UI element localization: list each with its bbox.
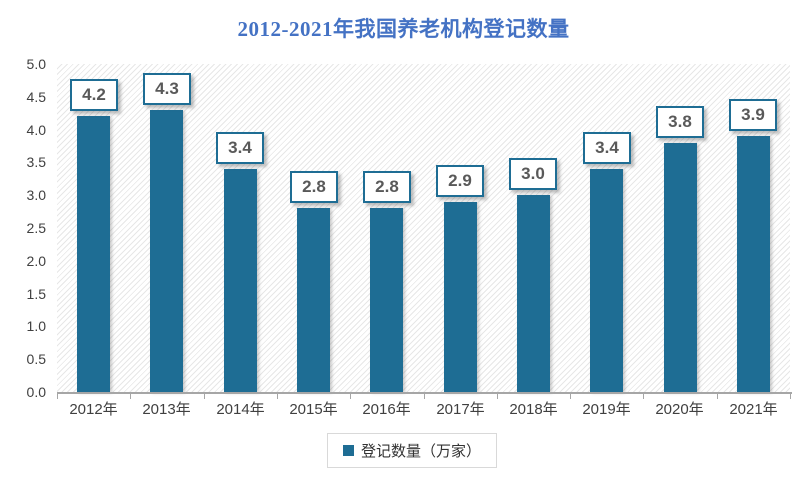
x-axis-label: 2021年 bbox=[729, 401, 778, 418]
legend: 登记数量（万家） bbox=[327, 433, 498, 468]
axis-tick-mark bbox=[717, 394, 718, 399]
data-label: 4.3 bbox=[143, 73, 191, 105]
y-axis-label: 2.0 bbox=[26, 252, 46, 269]
bar bbox=[297, 208, 330, 392]
axis-tick-mark bbox=[643, 394, 644, 399]
bar bbox=[224, 169, 257, 392]
data-label: 3.4 bbox=[216, 132, 264, 164]
legend-marker-icon bbox=[343, 445, 354, 456]
x-axis-line bbox=[57, 392, 792, 394]
y-axis-label: 3.0 bbox=[26, 187, 46, 204]
data-label: 3.8 bbox=[656, 106, 704, 138]
y-axis-label: 3.5 bbox=[26, 154, 46, 171]
axis-tick-mark bbox=[424, 394, 425, 399]
legend-label: 登记数量（万家） bbox=[361, 443, 482, 460]
axis-tick-mark bbox=[277, 394, 278, 399]
bar bbox=[370, 208, 403, 392]
bar bbox=[517, 195, 550, 392]
bar bbox=[444, 202, 477, 392]
axis-tick-mark bbox=[204, 394, 205, 399]
x-axis-label: 2018年 bbox=[509, 401, 558, 418]
data-label: 2.8 bbox=[290, 171, 338, 203]
x-axis-label: 2012年 bbox=[69, 401, 118, 418]
x-axis-label: 2016年 bbox=[362, 401, 411, 418]
y-axis-label: 0.5 bbox=[26, 351, 46, 368]
y-axis-label: 1.0 bbox=[26, 318, 46, 335]
y-axis-label: 4.0 bbox=[26, 121, 46, 138]
y-axis-label: 2.5 bbox=[26, 220, 46, 236]
data-label: 3.4 bbox=[583, 132, 631, 164]
x-axis-label: 2019年 bbox=[582, 401, 631, 418]
bar bbox=[590, 169, 623, 392]
data-label: 4.2 bbox=[70, 79, 118, 111]
data-label: 2.8 bbox=[363, 171, 411, 203]
axis-tick-mark bbox=[130, 394, 131, 399]
axis-tick-mark bbox=[57, 394, 58, 399]
bar bbox=[150, 110, 183, 392]
x-axis-label: 2020年 bbox=[655, 401, 704, 418]
data-label: 3.0 bbox=[509, 158, 557, 190]
x-axis-label: 2015年 bbox=[289, 401, 338, 418]
bar bbox=[737, 136, 770, 392]
bar bbox=[664, 143, 697, 392]
x-axis-label: 2017年 bbox=[436, 401, 485, 418]
y-axis-label: 4.5 bbox=[26, 88, 46, 105]
x-axis-label: 2013年 bbox=[142, 401, 191, 418]
data-label: 3.9 bbox=[729, 99, 777, 131]
chart-title: 2012-2021年我国养老机构登记数量 bbox=[237, 17, 570, 41]
y-axis-label: 1.5 bbox=[26, 285, 46, 302]
bar bbox=[77, 116, 110, 392]
axis-tick-mark bbox=[790, 394, 791, 399]
axis-tick-mark bbox=[497, 394, 498, 399]
x-axis-label: 2014年 bbox=[216, 401, 265, 418]
y-axis-label: 5.0 bbox=[26, 56, 46, 72]
axis-tick-mark bbox=[350, 394, 351, 399]
data-label: 2.9 bbox=[436, 165, 484, 197]
y-axis-label: 0.0 bbox=[26, 384, 46, 400]
axis-tick-mark bbox=[570, 394, 571, 399]
